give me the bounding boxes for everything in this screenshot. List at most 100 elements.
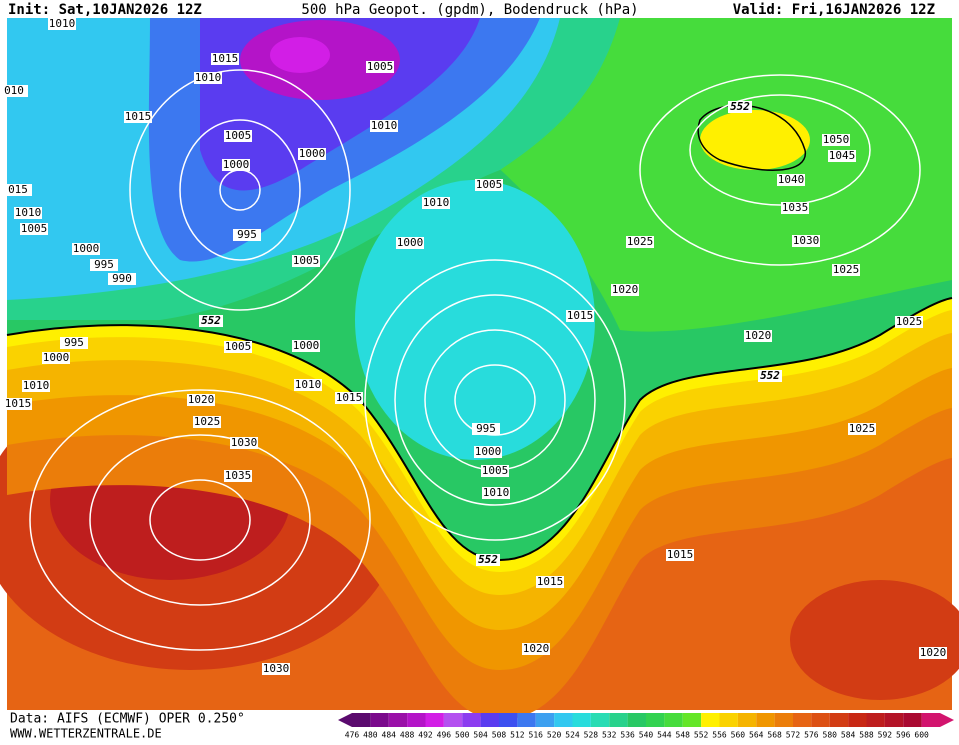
scale-swatch [462, 713, 481, 727]
isobar-label: 1025 [896, 315, 923, 328]
scale-swatch [903, 713, 922, 727]
isobar-label-box [777, 174, 805, 186]
scale-label: 512 [510, 731, 525, 740]
isobar-label: 010 [4, 84, 24, 97]
contour-label-box [199, 315, 223, 327]
isobar-label: 1005 [225, 129, 252, 142]
scale-swatch [737, 713, 757, 727]
scale-swatch [627, 713, 646, 727]
scale-swatch [590, 713, 610, 727]
isobar-label-box [224, 470, 252, 482]
valid-time: Valid: Fri,16JAN2026 12Z [733, 2, 935, 18]
scale-swatch [370, 713, 389, 727]
isobar-label-box [211, 53, 239, 65]
isobar-label: 1010 [371, 119, 398, 132]
isobar-label-box [396, 237, 424, 249]
isobar-label-box [666, 549, 694, 561]
isobar-label-box [193, 416, 221, 428]
scale-arrow-right [940, 713, 954, 727]
scale-swatch [774, 713, 793, 727]
isobar-label: 1030 [263, 662, 290, 675]
isobar-label: 995 [64, 336, 84, 349]
isobar-label: 1010 [195, 71, 222, 84]
isobar-label: 1015 [5, 397, 32, 410]
scale-swatch [499, 713, 518, 727]
scale-label: 500 [455, 731, 470, 740]
isobar-label-box [822, 134, 850, 146]
magenta-core [270, 37, 330, 73]
scale-label: 488 [400, 731, 415, 740]
isobar-label-box [370, 120, 398, 132]
isobar-label-box [233, 229, 261, 241]
scale-swatch [664, 713, 683, 727]
isobar-label: 1020 [745, 329, 772, 342]
scale-swatch [756, 713, 775, 727]
scale-label: 572 [786, 731, 801, 740]
contour-552 [6, 297, 953, 562]
isobar-label-box [895, 316, 923, 328]
isobar-label: 1005 [482, 464, 509, 477]
isobar-label-box [626, 236, 654, 248]
isobar-label: 1050 [823, 133, 850, 146]
isobar-label-box [224, 130, 252, 142]
contour-label: 552 [201, 314, 221, 327]
scale-label: 480 [363, 731, 378, 740]
isobar-label-box [292, 340, 320, 352]
map-area: 1010 1015 1010 010 1015 1005 1000 1000 1005 1010 0… [0, 17, 959, 720]
scale-swatch [646, 713, 665, 727]
isobar-label-box [482, 487, 510, 499]
isobar-label: 1035 [782, 201, 809, 214]
scale-arrow-left [338, 713, 352, 727]
warm-high [700, 110, 810, 170]
isobar-label: 1000 [73, 242, 100, 255]
isobar-label: 1015 [212, 52, 239, 65]
scale-label: 496 [437, 731, 452, 740]
scale-label: 528 [584, 731, 599, 740]
warm-core [790, 580, 959, 700]
isobar [129, 69, 351, 311]
contour-label: 552 [730, 100, 750, 113]
isobar-label: 995 [94, 258, 114, 271]
scale-label: 580 [823, 731, 838, 740]
isobar-label-box [792, 235, 820, 247]
scale-swatch [388, 713, 408, 727]
isobar-label: 995 [476, 422, 496, 435]
isobar-label-box [230, 437, 258, 449]
isobar-label: 1010 [23, 379, 50, 392]
isobar-label: 1025 [627, 235, 654, 248]
isobar-label: 990 [112, 272, 132, 285]
isobar-label: 1005 [476, 178, 503, 191]
isobar-label-box [20, 223, 48, 235]
isobar-label: 1010 [49, 17, 76, 30]
isobar-label: 1030 [793, 234, 820, 247]
scale-label: 524 [565, 731, 580, 740]
scale-label: 588 [859, 731, 874, 740]
scale-swatch [517, 713, 536, 727]
isobar-label-box [222, 159, 250, 171]
isobar-label: 1005 [21, 222, 48, 235]
isobar-label: 1010 [483, 486, 510, 499]
isobar-label-box [475, 179, 503, 191]
isobar-label: 1025 [833, 263, 860, 276]
isobar-label-box [474, 446, 502, 458]
data-source: Data: AIFS (ECMWF) OPER 0.250° [10, 712, 245, 727]
scale-label: 492 [418, 731, 433, 740]
isobar-label-box [60, 337, 88, 349]
isobar-label: 1035 [225, 469, 252, 482]
scale-label: 516 [529, 731, 544, 740]
cyan-low [355, 180, 595, 460]
scale-label: 596 [896, 731, 911, 740]
scale-label: 584 [841, 731, 856, 740]
isobar-label: 1015 [667, 548, 694, 561]
scale-label: 568 [767, 731, 782, 740]
init-time: Init: Sat,10JAN2026 12Z [8, 2, 202, 18]
isobar-label-box [422, 197, 450, 209]
scale-label: 592 [878, 731, 893, 740]
contour-label-box [728, 101, 752, 113]
isobar-label: 1040 [778, 173, 805, 186]
isobar-label-box [522, 643, 550, 655]
site: WWW.WETTERZENTRALE.DE [10, 727, 162, 741]
scale-swatch [793, 713, 812, 727]
scale-swatch [554, 713, 573, 727]
